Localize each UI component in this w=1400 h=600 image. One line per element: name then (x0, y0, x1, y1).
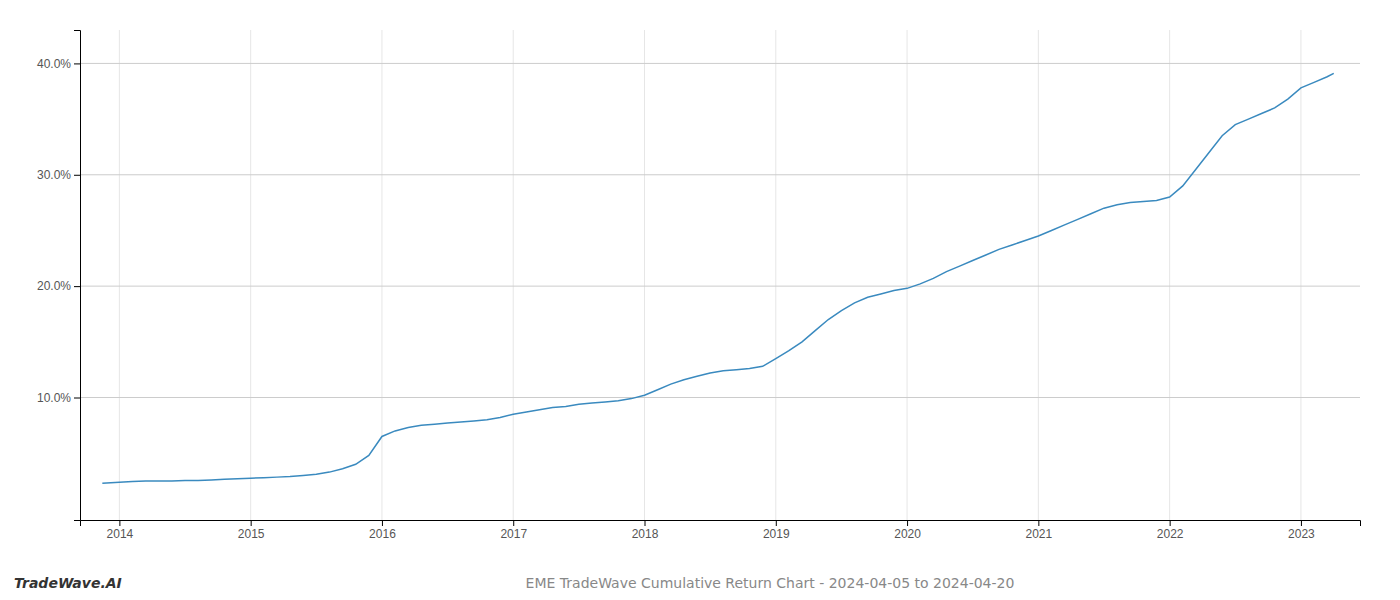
x-tick: 2021 (1026, 520, 1053, 541)
x-tick-mark (645, 520, 646, 526)
x-tick-mark (119, 520, 120, 526)
x-tick: 2014 (107, 520, 134, 541)
x-tick: 2015 (238, 520, 265, 541)
x-tick: 2016 (369, 520, 396, 541)
y-tick: 30.0% (37, 168, 80, 182)
y-tick: 10.0% (37, 391, 80, 405)
y-axis-line (74, 31, 81, 521)
grid (80, 30, 1360, 520)
x-tick-mark (1170, 520, 1171, 526)
x-tick-mark (907, 520, 908, 526)
x-grid-line (119, 30, 120, 520)
x-tick-mark (251, 520, 252, 526)
plot-area: 2014 2015 2016 2017 2018 2019 2020 2021 2022 2023… (37, 30, 1361, 541)
y-tick-mark (74, 63, 80, 64)
x-tick-mark (382, 520, 383, 526)
marks (102, 73, 1333, 483)
y-tick-label: 20.0% (37, 279, 71, 293)
y-tick-mark (74, 175, 80, 176)
x-grid-line (513, 30, 514, 520)
x-grid-line (381, 30, 382, 520)
x-tick-label: 2017 (500, 527, 527, 541)
x-tick-mark (1301, 520, 1302, 526)
line (102, 73, 1333, 483)
x-tick: 2020 (894, 520, 921, 541)
x-axis: 2014 2015 2016 2017 2018 2019 2020 2021 2022 2023 (81, 520, 1361, 541)
y-tick-mark (74, 398, 80, 399)
y-tick-label: 10.0% (37, 391, 71, 405)
x-tick-label: 2015 (238, 527, 265, 541)
x-tick: 2023 (1288, 520, 1315, 541)
y-tick-label: 40.0% (37, 57, 71, 71)
x-tick-mark (776, 520, 777, 526)
x-grid-line (775, 30, 776, 520)
y-grid-line (80, 397, 1360, 398)
x-tick: 2017 (500, 520, 527, 541)
x-grid-line (644, 30, 645, 520)
x-grid-line (1038, 30, 1039, 520)
x-tick-label: 2020 (894, 527, 921, 541)
y-axis: 10.0% 20.0% 30.0% 40.0% (37, 31, 81, 521)
x-tick-label: 2014 (107, 527, 134, 541)
y-tick-label: 30.0% (37, 168, 71, 182)
title: EME TradeWave Cumulative Return Chart - … (526, 575, 1015, 591)
x-tick-mark (513, 520, 514, 526)
y-tick-mark (74, 286, 80, 287)
x-tick-label: 2019 (763, 527, 790, 541)
y-tick: 20.0% (37, 279, 80, 293)
x-tick-label: 2021 (1026, 527, 1053, 541)
y-tick: 40.0% (37, 57, 80, 71)
x-grid-line (1169, 30, 1170, 520)
x-tick: 2022 (1157, 520, 1184, 541)
x-tick-label: 2018 (632, 527, 659, 541)
y-grid-line (80, 174, 1360, 175)
x-tick-label: 2016 (369, 527, 396, 541)
watermark: TradeWave.AI (14, 575, 122, 591)
y-grid-line (80, 63, 1360, 64)
x-grid-line (250, 30, 251, 520)
x-grid-line (907, 30, 908, 520)
x-tick: 2019 (763, 520, 790, 541)
x-tick-mark (1038, 520, 1039, 526)
chart: 2014 2015 2016 2017 2018 2019 2020 2021 2022 2023… (0, 0, 1400, 600)
x-tick-label: 2022 (1157, 527, 1184, 541)
x-tick-label: 2023 (1288, 527, 1315, 541)
x-axis-line (81, 521, 1361, 527)
x-grid-line (1300, 30, 1301, 520)
y-grid-line (80, 286, 1360, 287)
x-tick: 2018 (632, 520, 659, 541)
